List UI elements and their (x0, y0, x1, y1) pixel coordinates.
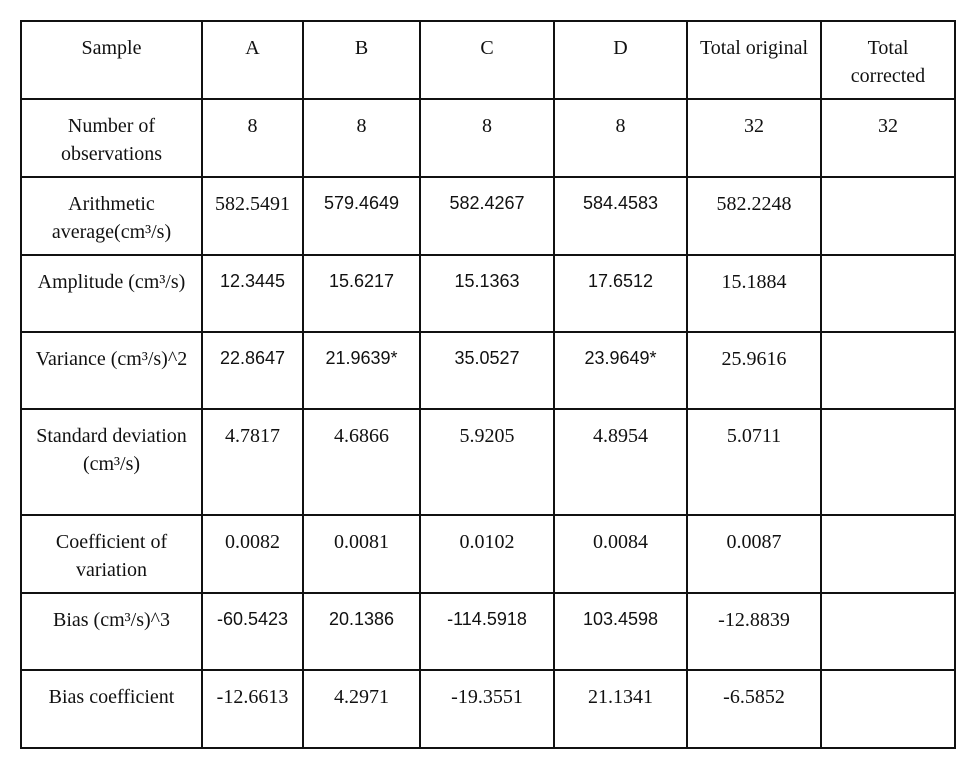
row-coefficient-of-variation: Coefficient of variation 0.0082 0.0081 0… (20, 514, 956, 594)
cell-d: 21.1341 (553, 669, 688, 749)
cell-total-corrected (820, 254, 956, 333)
row-bias-coefficient: Bias coefficient -12.6613 4.2971 -19.355… (20, 669, 956, 749)
cell-d: 23.9649* (553, 331, 688, 410)
row-label: Coefficient of variation (20, 514, 203, 594)
row-label: Variance (cm³/s)^2 (20, 331, 203, 410)
cell-a: 22.8647 (201, 331, 304, 410)
cell-b: 0.0081 (302, 514, 421, 594)
cell-b: 8 (302, 98, 421, 178)
header-c: C (419, 20, 555, 100)
cell-d: 17.6512 (553, 254, 688, 333)
row-number-of-observations: Number of observations 8 8 8 8 32 32 (20, 98, 956, 178)
row-label: Amplitude (cm³/s) (20, 254, 203, 333)
cell-c: 0.0102 (419, 514, 555, 594)
table-header-row: Sample A B C D Total original Total corr… (20, 20, 956, 100)
header-total-original: Total original (686, 20, 822, 100)
header-total-corrected: Total corrected (820, 20, 956, 100)
header-sample: Sample (20, 20, 203, 100)
row-label: Bias (cm³/s)^3 (20, 592, 203, 671)
cell-c: 582.4267 (419, 176, 555, 256)
row-standard-deviation: Standard deviation (cm³/s) 4.7817 4.6866… (20, 408, 956, 516)
cell-b: 4.6866 (302, 408, 421, 516)
row-arithmetic-average: Arithmetic average(cm³/s) 582.5491 579.4… (20, 176, 956, 256)
cell-d: 584.4583 (553, 176, 688, 256)
cell-b: 579.4649 (302, 176, 421, 256)
header-d: D (553, 20, 688, 100)
cell-a: 8 (201, 98, 304, 178)
row-label: Bias coefficient (20, 669, 203, 749)
cell-c: 15.1363 (419, 254, 555, 333)
cell-total-original: 582.2248 (686, 176, 822, 256)
cell-c: -19.3551 (419, 669, 555, 749)
cell-total-corrected (820, 331, 956, 410)
row-amplitude: Amplitude (cm³/s) 12.3445 15.6217 15.136… (20, 254, 956, 333)
cell-total-corrected (820, 408, 956, 516)
cell-total-original: 25.9616 (686, 331, 822, 410)
cell-total-corrected: 32 (820, 98, 956, 178)
cell-b: 4.2971 (302, 669, 421, 749)
row-variance: Variance (cm³/s)^2 22.8647 21.9639* 35.0… (20, 331, 956, 410)
cell-c: -114.5918 (419, 592, 555, 671)
cell-total-original: -6.5852 (686, 669, 822, 749)
cell-a: -12.6613 (201, 669, 304, 749)
cell-total-corrected (820, 592, 956, 671)
cell-a: -60.5423 (201, 592, 304, 671)
cell-c: 8 (419, 98, 555, 178)
cell-d: 8 (553, 98, 688, 178)
row-label: Standard deviation (cm³/s) (20, 408, 203, 516)
cell-c: 5.9205 (419, 408, 555, 516)
header-a: A (201, 20, 304, 100)
row-label: Arithmetic average(cm³/s) (20, 176, 203, 256)
cell-total-original: 0.0087 (686, 514, 822, 594)
cell-total-original: 15.1884 (686, 254, 822, 333)
cell-c: 35.0527 (419, 331, 555, 410)
cell-d: 103.4598 (553, 592, 688, 671)
cell-total-original: -12.8839 (686, 592, 822, 671)
cell-total-corrected (820, 514, 956, 594)
cell-a: 582.5491 (201, 176, 304, 256)
cell-a: 0.0082 (201, 514, 304, 594)
cell-d: 0.0084 (553, 514, 688, 594)
cell-d: 4.8954 (553, 408, 688, 516)
cell-a: 12.3445 (201, 254, 304, 333)
row-bias: Bias (cm³/s)^3 -60.5423 20.1386 -114.591… (20, 592, 956, 671)
statistics-table: Sample A B C D Total original Total corr… (20, 20, 956, 749)
cell-b: 21.9639* (302, 331, 421, 410)
row-label: Number of observations (20, 98, 203, 178)
cell-total-corrected (820, 176, 956, 256)
cell-total-original: 32 (686, 98, 822, 178)
cell-b: 15.6217 (302, 254, 421, 333)
cell-total-corrected (820, 669, 956, 749)
header-b: B (302, 20, 421, 100)
cell-total-original: 5.0711 (686, 408, 822, 516)
cell-b: 20.1386 (302, 592, 421, 671)
cell-a: 4.7817 (201, 408, 304, 516)
